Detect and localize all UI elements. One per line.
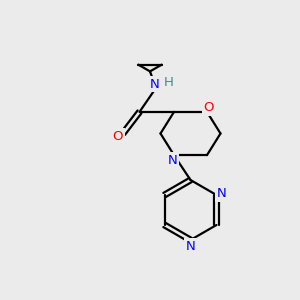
Text: H: H: [164, 76, 173, 89]
Text: O: O: [203, 101, 214, 114]
Text: N: N: [217, 187, 227, 200]
Text: N: N: [186, 239, 195, 253]
Text: N: N: [168, 154, 177, 167]
Text: O: O: [112, 130, 123, 143]
Text: N: N: [150, 77, 159, 91]
